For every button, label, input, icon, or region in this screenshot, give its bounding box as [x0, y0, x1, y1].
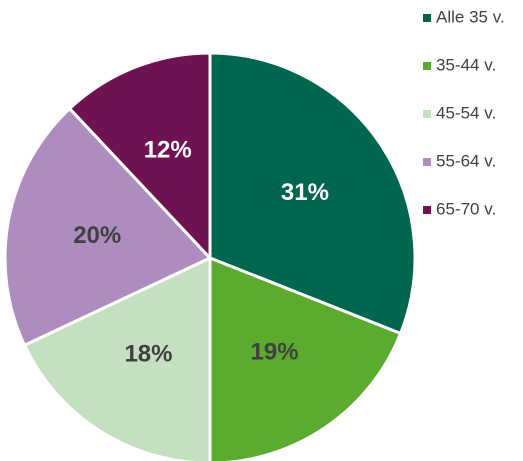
data-label: 31% [281, 179, 329, 206]
legend-label: 65-70 v. [436, 199, 496, 218]
pie-slice [208, 51, 417, 336]
data-label: 18% [124, 340, 172, 367]
data-label: 20% [73, 222, 121, 249]
pie-slice [208, 255, 403, 461]
pie-slice [22, 255, 212, 461]
legend-label: 55-64 v. [436, 151, 496, 170]
legend-swatch [423, 158, 431, 166]
legend-swatch [423, 62, 431, 70]
pie-slice [67, 51, 212, 262]
pie-slice [3, 106, 213, 348]
legend-swatch [423, 110, 431, 118]
legend-label: Alle 35 v. [436, 7, 505, 26]
data-label: 19% [251, 338, 299, 365]
legend-swatch [423, 206, 431, 214]
legend-swatch [423, 14, 431, 22]
legend-label: 35-44 v. [436, 55, 496, 74]
data-label: 12% [144, 137, 192, 164]
legend-label: 45-54 v. [436, 103, 496, 122]
